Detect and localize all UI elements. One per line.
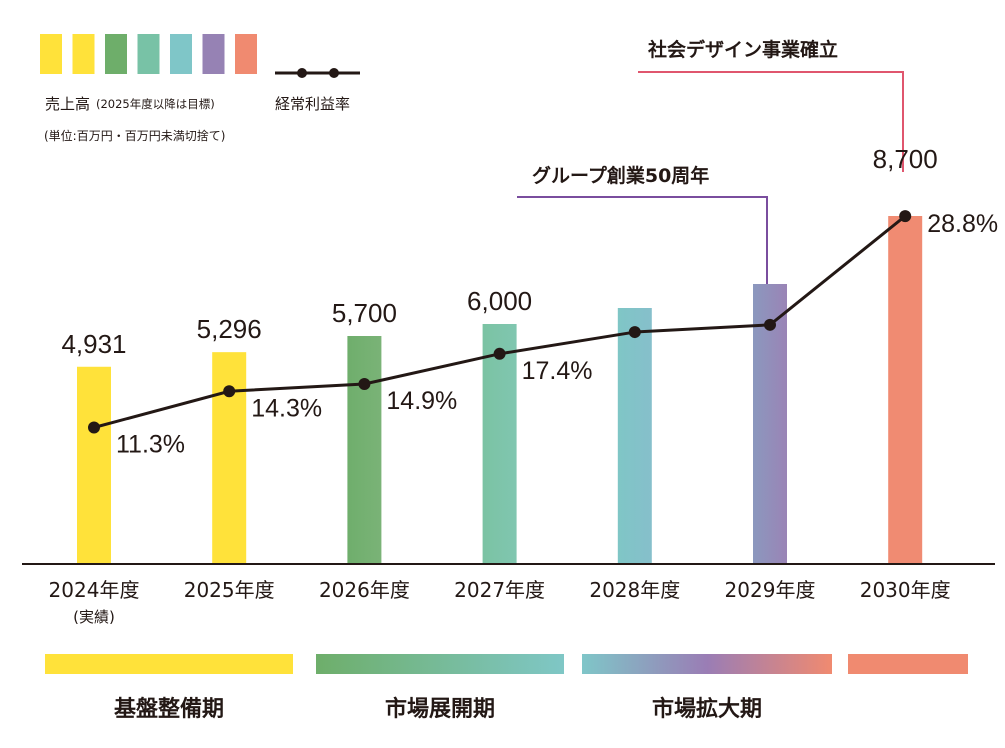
legend-line-dot-1 [297, 68, 307, 78]
x-tick-2029年度: 2029年度 [725, 578, 816, 602]
bar-2025年度 [212, 352, 247, 564]
bar-2024年度 [77, 366, 111, 564]
phase-band-2 [316, 654, 564, 674]
phase-label-2: 市場展開期 [385, 696, 495, 722]
sales-value-label-2027年度: 6,000 [467, 286, 532, 316]
legend-sales-label: 売上高 [45, 95, 90, 113]
legend-swatch-5 [170, 34, 192, 74]
x-tick-2024年度: 2024年度 [49, 578, 140, 602]
margin-point-2030年度 [899, 210, 912, 223]
phase-bands: 基盤整備期 市場展開期 市場拡大期 [45, 654, 968, 722]
sales-value-label-2030年度: 8,700 [873, 144, 938, 174]
legend-line-dot-2 [329, 68, 339, 78]
legend-margin-label: 経常利益率 [275, 95, 350, 113]
annotation-social-text: 社会デザイン事業確立 [647, 38, 838, 61]
margin-point-2027年度 [493, 347, 506, 360]
phase-band-4 [848, 654, 968, 674]
phase-band-1 [45, 654, 293, 674]
legend-unit-note: (単位:百万円・百万円未満切捨て) [44, 128, 225, 143]
margin-point-2026年度 [358, 378, 371, 391]
legend-swatch-7 [235, 34, 257, 74]
x-tick-2025年度: 2025年度 [184, 578, 275, 602]
x-tick-labels: 2024年度 (実績) 2025年度 2026年度 2027年度 2028年度 2029年度… [49, 578, 951, 626]
x-tick-2026年度: 2026年度 [319, 578, 410, 602]
legend: 売上高 (2025年度以降は目標) (単位:百万円・百万円未満切捨て) 経常利益… [40, 34, 360, 143]
x-tick-2027年度: 2027年度 [454, 578, 545, 602]
value-labels: 4,931 5,296 5,700 6,000 8,700 11.3% 14.3% 14.9%… [61, 144, 998, 458]
annotation-50th-text: グループ創業50周年 [532, 164, 709, 187]
margin-point-2028年度 [628, 326, 641, 339]
legend-swatch-3 [105, 34, 127, 74]
legend-swatches [40, 34, 257, 74]
legend-swatch-4 [137, 34, 160, 74]
phase-label-3: 市場拡大期 [652, 696, 762, 722]
legend-sales-note: (2025年度以降は目標) [96, 97, 215, 111]
legend-swatch-2 [72, 34, 95, 74]
margin-line-series [88, 210, 912, 434]
annotations: グループ創業50周年 社会デザイン事業確立 [517, 38, 904, 292]
bar-2030年度 [888, 216, 923, 564]
sales-value-label-2025年度: 5,296 [197, 314, 262, 344]
phase-band-3 [582, 654, 832, 674]
legend-swatch-6 [202, 34, 225, 74]
bar-2026年度 [347, 336, 382, 564]
legend-swatch-1 [40, 34, 62, 74]
bar-2027年度 [482, 324, 517, 564]
margin-value-label-2025年度: 14.3% [251, 394, 322, 422]
x-tick-sublabel-2024年度: (実績) [73, 608, 115, 626]
margin-point-2029年度 [764, 318, 776, 331]
margin-value-label-2024年度: 11.3% [116, 430, 185, 458]
sales-value-label-2026年度: 5,700 [332, 298, 397, 328]
annotation-50th-leader [517, 196, 768, 292]
annotation-social-leader [638, 71, 904, 172]
margin-point-2025年度 [223, 385, 236, 398]
margin-point-2024年度 [88, 421, 100, 434]
bars [77, 216, 923, 564]
margin-value-label-2030年度: 28.8% [927, 210, 998, 238]
phase-label-1: 基盤整備期 [114, 696, 224, 722]
sales-value-label-2024年度: 4,931 [61, 329, 126, 359]
x-tick-2028年度: 2028年度 [589, 578, 680, 602]
margin-value-label-2027年度: 17.4% [522, 357, 593, 385]
x-tick-2030年度: 2030年度 [860, 578, 951, 602]
bar-2028年度 [617, 308, 652, 564]
margin-value-label-2026年度: 14.9% [386, 387, 457, 415]
